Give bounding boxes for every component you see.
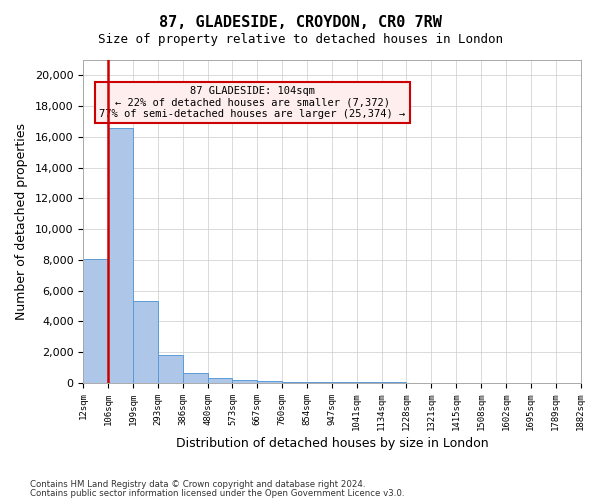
- Bar: [133, 302, 158, 382]
- Text: Contains public sector information licensed under the Open Government Licence v3: Contains public sector information licen…: [30, 490, 404, 498]
- Bar: [108, 128, 133, 382]
- Bar: [83, 259, 108, 382]
- Bar: [257, 381, 282, 382]
- Y-axis label: Number of detached properties: Number of detached properties: [15, 123, 28, 320]
- Bar: [208, 378, 232, 382]
- Text: 87, GLADESIDE, CROYDON, CR0 7RW: 87, GLADESIDE, CROYDON, CR0 7RW: [158, 15, 442, 30]
- Text: Size of property relative to detached houses in London: Size of property relative to detached ho…: [97, 32, 503, 46]
- X-axis label: Distribution of detached houses by size in London: Distribution of detached houses by size …: [176, 437, 488, 450]
- Text: Contains HM Land Registry data © Crown copyright and database right 2024.: Contains HM Land Registry data © Crown c…: [30, 480, 365, 489]
- Text: 87 GLADESIDE: 104sqm
← 22% of detached houses are smaller (7,372)
77% of semi-de: 87 GLADESIDE: 104sqm ← 22% of detached h…: [99, 86, 406, 119]
- Bar: [232, 380, 257, 382]
- Bar: [183, 374, 208, 382]
- Bar: [158, 355, 183, 382]
